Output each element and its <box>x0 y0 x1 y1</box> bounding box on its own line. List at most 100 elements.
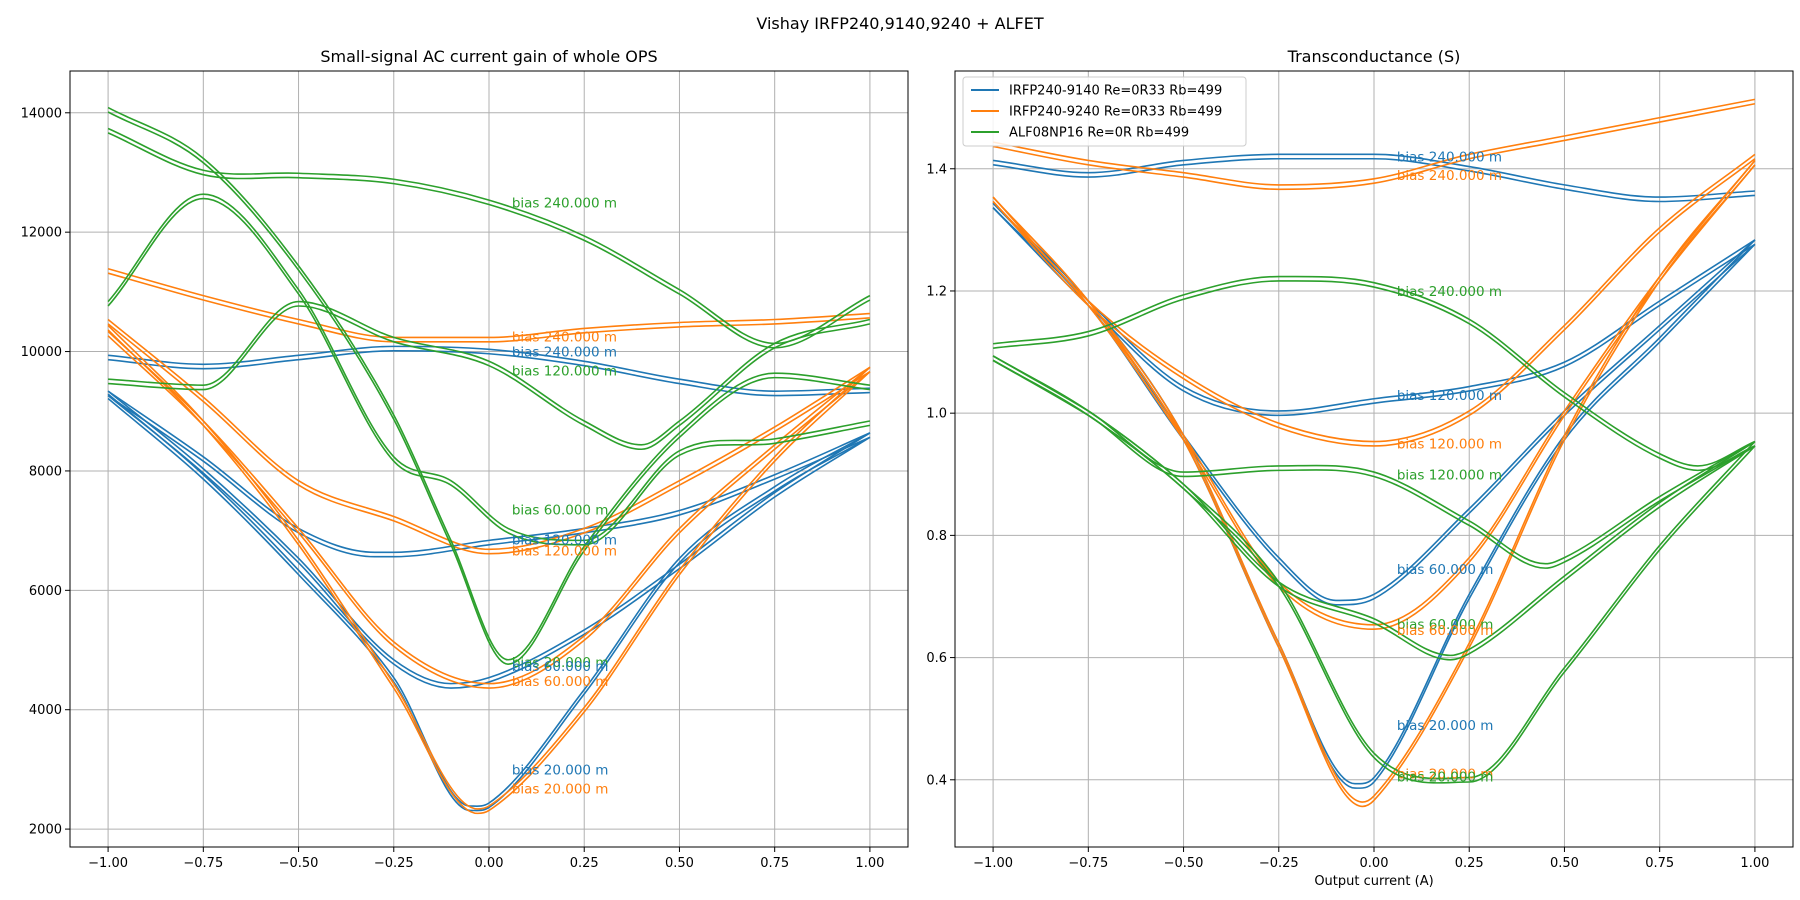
x-tick-label: 0.25 <box>570 856 599 871</box>
bias-annotation: bias 20.000 m <box>1397 767 1494 783</box>
bias-annotation: bias 240.000 m <box>1397 150 1502 166</box>
series-line <box>992 355 1756 565</box>
bias-annotation: bias 120.000 m <box>1397 437 1502 453</box>
x-axis-label: Output current (A) <box>1314 874 1433 889</box>
series-line <box>992 102 1756 191</box>
series-line <box>107 390 871 685</box>
plot-frame <box>69 70 909 848</box>
x-tick-label: 0.50 <box>1550 856 1579 871</box>
series-line <box>107 335 871 689</box>
bias-annotation: bias 240.000 m <box>1397 284 1502 300</box>
bias-annotation: bias 240.000 m <box>512 345 617 361</box>
series-line <box>107 394 871 558</box>
x-tick-label: −0.25 <box>374 856 414 871</box>
y-tick-label: 0.4 <box>926 773 947 788</box>
bias-annotation: bias 60.000 m <box>1397 623 1494 639</box>
y-tick-label: 14000 <box>21 106 62 121</box>
x-tick-label: −0.50 <box>1164 856 1204 871</box>
series-line <box>992 159 1756 626</box>
series-line <box>992 202 1756 412</box>
legend-label: IRFP240-9140 Re=0R33 Rb=499 <box>1009 84 1222 99</box>
series-line <box>108 300 871 446</box>
bias-annotation: bias 60.000 m <box>1397 617 1494 633</box>
series-line <box>992 159 1756 803</box>
y-tick-label: 0.6 <box>926 651 947 666</box>
bias-annotation: bias 20.000 m <box>512 762 609 778</box>
bias-annotation: bias 60.000 m <box>512 674 609 690</box>
chart-panel-2: Transconductance (S) −1.00 −0.75 −0.50 −0.25… <box>926 47 1794 889</box>
series-line <box>107 323 871 555</box>
series-line <box>107 197 871 546</box>
y-tick-label: 12000 <box>21 226 62 241</box>
x-tick-label: 0.50 <box>665 856 694 871</box>
legend-box <box>962 76 1247 147</box>
y-tick-label: 8000 <box>29 464 62 479</box>
series-line <box>992 158 1756 447</box>
y-tick-label: 2000 <box>29 823 62 838</box>
series-line <box>108 305 871 451</box>
series-line <box>992 275 1756 467</box>
series-line <box>107 272 870 343</box>
x-tick-label: −0.75 <box>183 856 223 871</box>
bias-annotation: bias 60.000 m <box>512 503 609 519</box>
x-tick-label: 1.00 <box>855 856 884 871</box>
x-tick-label: −0.25 <box>1259 856 1299 871</box>
y-tick-label: 4000 <box>29 703 62 718</box>
series-line <box>107 394 871 689</box>
bias-annotation: bias 60.000 m <box>512 659 609 675</box>
legend-label: ALF08NP16 Re=0R Rb=499 <box>1009 126 1189 141</box>
x-tick-label: 0.00 <box>475 856 504 871</box>
series-line <box>107 330 871 685</box>
series-line <box>107 111 871 665</box>
bias-annotation: bias 20.000 m <box>1397 770 1494 786</box>
series-line <box>992 359 1756 569</box>
x-tick-label: −1.00 <box>88 856 128 871</box>
y-tick-label: 1.0 <box>926 407 947 422</box>
series-line <box>107 393 871 807</box>
y-tick-label: 0.8 <box>926 529 947 544</box>
series-line <box>107 106 871 661</box>
x-tick-label: 0.75 <box>760 856 789 871</box>
bias-annotation: bias 20.000 m <box>1397 718 1494 734</box>
chart-title: Transconductance (S) <box>1287 47 1461 66</box>
legend: IRFP240-9140 Re=0R33 Rb=499 IRFP240-9240 … <box>962 76 1247 147</box>
series-line <box>992 355 1756 657</box>
series-line <box>108 345 870 392</box>
x-tick-label: 1.00 <box>1740 856 1769 871</box>
bias-annotation: bias 20.000 m <box>512 782 609 798</box>
y-tick-label: 1.4 <box>926 162 947 177</box>
series-line <box>992 98 1756 186</box>
series-line <box>992 280 1756 472</box>
series-line <box>107 268 870 339</box>
x-tick-label: 0.75 <box>1645 856 1674 871</box>
series-line <box>992 164 1756 631</box>
series-line <box>992 153 1755 198</box>
bias-annotation: bias 240.000 m <box>1397 168 1502 184</box>
series-line <box>992 157 1755 203</box>
bias-annotation: bias 240.000 m <box>512 195 617 211</box>
x-tick-label: −1.00 <box>973 856 1013 871</box>
chart-title: Small-signal AC current gain of whole OP… <box>320 47 657 66</box>
x-tick-label: −0.50 <box>279 856 319 871</box>
bias-annotation: bias 20.000 m <box>512 655 609 671</box>
series-line <box>107 127 871 345</box>
legend-label: IRFP240-9240 Re=0R33 Rb=499 <box>1009 105 1222 120</box>
y-tick-label: 6000 <box>29 584 62 599</box>
x-tick-label: 0.00 <box>1360 856 1389 871</box>
x-tick-label: −0.75 <box>1068 856 1108 871</box>
bias-annotation: bias 120.000 m <box>512 364 617 380</box>
series-line <box>107 397 871 812</box>
bias-annotation: bias 120.000 m <box>512 543 617 559</box>
series-line <box>992 153 1756 443</box>
bias-annotation: bias 240.000 m <box>512 330 617 346</box>
bias-annotation: bias 60.000 m <box>1397 562 1494 578</box>
bias-annotation: bias 120.000 m <box>1397 467 1502 483</box>
y-tick-label: 10000 <box>21 345 62 360</box>
plot-frame <box>954 70 1794 848</box>
y-tick-label: 1.2 <box>926 284 947 299</box>
series-line <box>107 193 871 542</box>
bias-annotation: bias 120.000 m <box>512 533 617 549</box>
figure-title: Vishay IRFP240,9140,9240 + ALFET <box>756 14 1044 33</box>
bias-annotation: bias 120.000 m <box>1397 388 1502 404</box>
